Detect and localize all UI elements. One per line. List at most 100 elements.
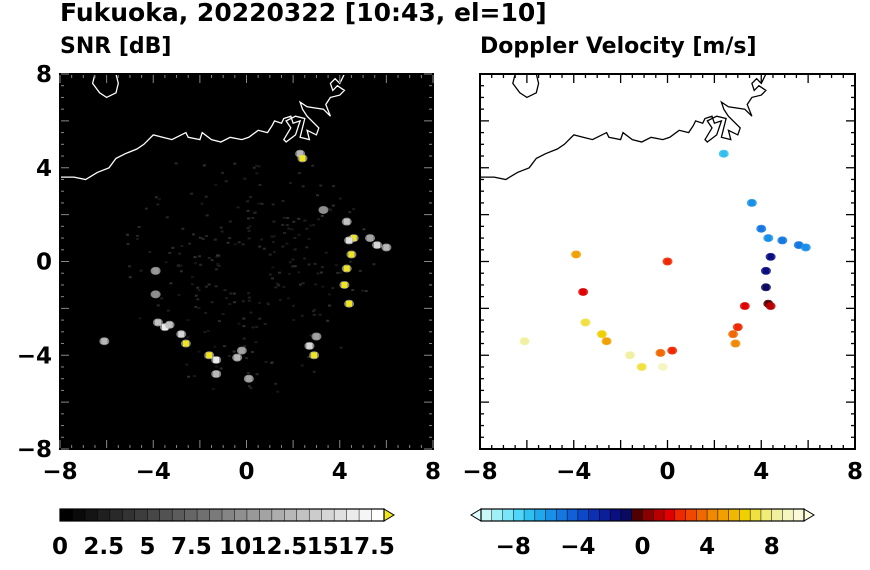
snr-echo-point — [238, 347, 245, 354]
snr-colorbar-swatch — [197, 509, 211, 521]
snr-noise-cell — [287, 272, 291, 275]
snr-noise-cell — [264, 361, 268, 363]
snr-noise-cell — [241, 243, 245, 246]
snr-noise-cell — [292, 220, 296, 223]
snr-noise-cell — [165, 216, 169, 219]
velocity-colorbar-swatch — [782, 509, 794, 521]
velocity-colorbar-swatch — [771, 509, 783, 521]
velocity-x-tick-label: −4 — [556, 459, 591, 485]
snr-noise-cell — [255, 164, 258, 167]
velocity-echo-point — [767, 253, 774, 260]
snr-x-tick-label: 4 — [332, 459, 348, 485]
velocity-echo-point — [573, 251, 580, 258]
snr-noise-cell — [245, 357, 248, 360]
velocity-colorbar-swatch — [728, 509, 740, 521]
snr-noise-cell — [313, 308, 317, 311]
snr-colorbar-swatch — [109, 509, 123, 521]
snr-noise-cell — [128, 265, 132, 268]
snr-noise-cell — [300, 364, 304, 367]
snr-noise-cell — [319, 271, 323, 274]
snr-noise-cell — [171, 246, 175, 249]
snr-noise-cell — [255, 373, 259, 376]
snr-colorbar-swatch — [222, 509, 235, 521]
snr-echo-point — [213, 371, 220, 377]
snr-noise-cell — [303, 219, 307, 222]
snr-noise-cell — [275, 282, 279, 285]
snr-noise-cell — [216, 262, 220, 265]
snr-noise-cell — [221, 171, 224, 174]
snr-noise-cell — [181, 227, 185, 230]
snr-noise-cell — [128, 276, 132, 279]
snr-colorbar-swatch — [321, 509, 335, 521]
snr-noise-cell — [194, 305, 198, 308]
snr-noise-cell — [169, 282, 173, 285]
snr-noise-cell — [247, 296, 251, 299]
velocity-echo-point — [730, 331, 737, 338]
snr-noise-cell — [247, 237, 251, 240]
snr-noise-cell — [283, 232, 287, 234]
velocity-x-tick-label: −8 — [462, 459, 497, 485]
snr-colorbar-label: 10 — [219, 534, 251, 560]
snr-noise-cell — [198, 255, 201, 258]
velocity-colorbar-swatch — [707, 509, 719, 521]
snr-noise-cell — [320, 214, 324, 217]
snr-noise-cell — [258, 184, 262, 186]
velocity-echo-point — [627, 352, 633, 359]
velocity-x-tick-label: 0 — [659, 459, 675, 485]
snr-echo-point — [383, 244, 390, 251]
snr-noise-cell — [191, 283, 194, 286]
snr-noise-cell — [197, 350, 201, 353]
velocity-echo-point — [748, 199, 755, 206]
snr-colorbar-swatch — [134, 509, 148, 521]
snr-y-tick-label: −4 — [17, 343, 52, 369]
snr-colorbar-swatch — [309, 509, 323, 521]
snr-plot-background — [60, 74, 433, 449]
velocity-colorbar-swatch — [685, 509, 697, 521]
snr-noise-cell — [351, 289, 355, 291]
snr-noise-cell — [297, 233, 301, 236]
snr-echo-point — [245, 375, 252, 382]
snr-noise-cell — [257, 165, 261, 168]
velocity-colorbar-swatch — [502, 509, 514, 521]
snr-colorbar-swatch — [271, 509, 285, 521]
snr-noise-cell — [319, 184, 323, 187]
snr-noise-cell — [223, 345, 226, 348]
snr-colorbar-swatch — [371, 509, 385, 521]
snr-colorbar-label: 17.5 — [338, 534, 395, 560]
snr-noise-cell — [228, 303, 232, 306]
velocity-colorbar-swatch — [556, 509, 568, 521]
snr-echo-point — [320, 206, 327, 213]
snr-noise-cell — [217, 320, 221, 323]
velocity-echo-point — [582, 319, 589, 326]
snr-colorbar: 0 2.5 5 7.5 10 12.5 15 17.5 — [52, 508, 395, 560]
snr-noise-cell — [289, 181, 292, 184]
snr-noise-cell — [339, 197, 342, 200]
snr-noise-cell — [247, 217, 251, 220]
snr-noise-cell — [199, 263, 203, 266]
snr-noise-cell — [221, 313, 225, 315]
snr-noise-cell — [196, 286, 200, 289]
velocity-echo-point — [802, 244, 809, 251]
snr-noise-cell — [297, 271, 301, 274]
snr-noise-cell — [274, 382, 278, 385]
velocity-colorbar-swatch — [750, 509, 762, 521]
snr-noise-cell — [338, 271, 342, 274]
snr-colorbar-swatch — [259, 509, 273, 521]
snr-noise-cell — [200, 202, 204, 205]
snr-noise-cell — [358, 269, 362, 272]
snr-noise-cell — [255, 326, 259, 329]
snr-echo-point — [367, 235, 374, 242]
snr-noise-cell — [156, 203, 160, 206]
snr-colorbar-swatch — [72, 509, 86, 521]
snr-noise-cell — [316, 194, 319, 197]
snr-echo-point — [374, 242, 381, 249]
snr-x-tick-label: 8 — [425, 459, 441, 485]
snr-noise-cell — [270, 277, 274, 280]
snr-noise-cell — [318, 313, 322, 316]
snr-noise-cell — [246, 227, 250, 230]
snr-noise-cell — [191, 276, 194, 278]
snr-noise-cell — [297, 172, 301, 175]
snr-colorbar-swatch — [172, 509, 186, 521]
snr-noise-cell — [190, 192, 193, 195]
snr-noise-cell — [186, 319, 190, 322]
